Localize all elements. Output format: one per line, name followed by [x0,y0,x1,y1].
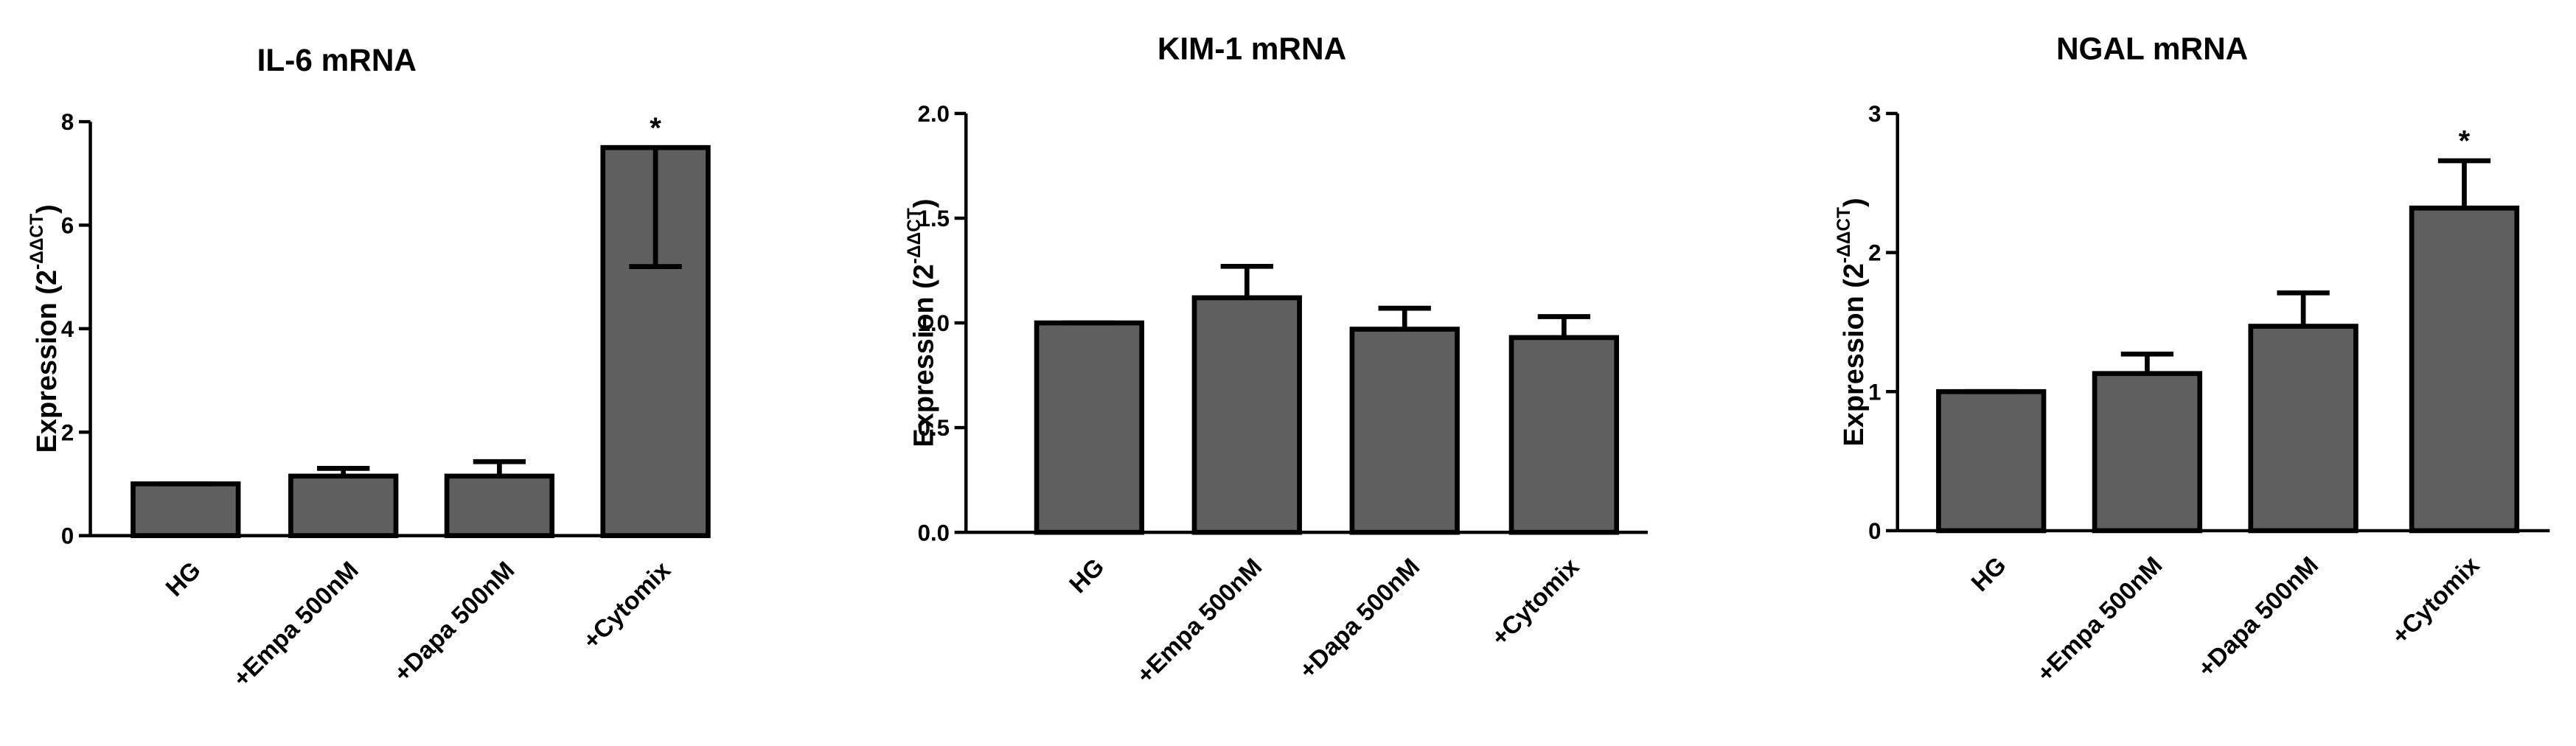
y-axis-label-sup: -ΔΔCT [905,208,925,264]
y-axis-label: Expression (2-ΔΔCT) [27,204,63,453]
y-tick-label: 0.0 [918,520,950,545]
bar [1191,295,1302,535]
x-tick-label: +Cytomix [1486,553,1584,651]
x-tick-label: +Cytomix [578,557,676,655]
y-axis-label-sup: -ΔΔCT [1834,207,1854,263]
y-tick-label: 0 [61,523,74,549]
x-tick-label: +Empa 500nM [2032,551,2168,687]
y-axis-label: Expression (2-ΔΔCT) [905,199,940,447]
y-tick-label: 6 [61,213,74,239]
chart-title: KIM-1 mRNA [1158,31,1346,66]
y-tick-label: 0 [1868,518,1881,544]
x-tick-label: +Dapa 500nM [389,557,521,688]
bar [1508,335,1620,535]
y-axis-label-main: Expression (2 [1839,263,1870,446]
bar [2092,371,2203,534]
y-axis-label-end: ) [32,204,63,214]
bar [288,473,399,538]
y-tick-label: 2 [1868,240,1881,266]
chart-title: IL-6 mRNA [257,43,417,77]
annotation: * [650,112,661,144]
x-tick-label: +Empa 500nM [228,557,363,692]
y-axis-label-end: ) [909,199,940,209]
bar [2248,324,2359,534]
y-tick-label: 0.5 [918,415,950,441]
chart-title: NGAL mRNA [2056,31,2248,66]
x-tick-label: +Dapa 500nM [2193,551,2324,683]
y-axis-label-end: ) [1839,198,1870,207]
y-tick-label: 3 [1868,101,1881,127]
y-tick-label: 1 [1868,379,1881,405]
bar [2409,205,2520,534]
x-tick-label: +Dapa 500nM [1294,554,1425,685]
bar [1349,327,1460,535]
annotation: * [2459,125,2471,158]
y-axis-label-main: Expression (2 [909,264,940,447]
y-tick-label: 4 [61,316,74,342]
bar [444,473,555,538]
bar [130,481,241,538]
bar [1936,388,2047,534]
y-tick-label: 2 [61,419,74,445]
x-tick-label: HG [1065,554,1110,599]
y-tick-label: 8 [61,109,74,135]
x-tick-label: HG [1966,551,2012,597]
y-tick-label: 1.5 [918,206,950,231]
y-axis-label-main: Expression (2 [32,270,63,453]
y-tick-label: 2.0 [918,101,950,127]
y-tick-label: 1.0 [918,310,950,336]
x-tick-label: HG [161,557,206,602]
x-tick-label: +Empa 500nM [1132,554,1267,689]
y-axis-label: Expression (2-ΔΔCT) [1834,198,1870,446]
x-tick-label: +Cytomix [2387,551,2485,649]
y-axis-label-sup: -ΔΔCT [27,214,47,270]
bar [1034,320,1145,535]
